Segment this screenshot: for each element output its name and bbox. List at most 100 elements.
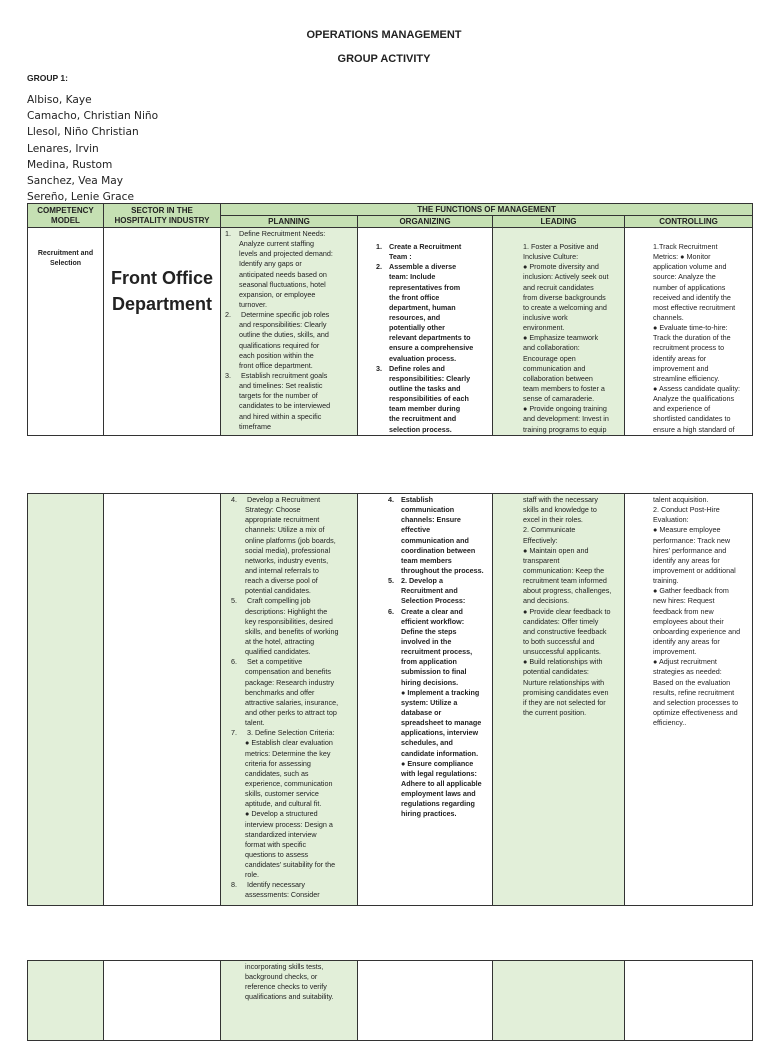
controlling-line: ● Measure employee xyxy=(653,525,721,535)
leading-line: communication and xyxy=(523,363,586,373)
list-text: Determine specific job roles xyxy=(239,310,330,320)
organizing-line: applications, interview xyxy=(401,728,479,738)
organizing-line: ● Ensure compliance xyxy=(401,758,474,768)
planning-line: candidates, such as xyxy=(245,768,309,778)
leading-line: and collaboration: xyxy=(523,343,580,353)
member-name: Camacho, Christian Niño xyxy=(27,110,159,123)
leading-line: 1. Foster a Positive and xyxy=(523,242,599,251)
header-sector: SECTOR IN THE HOSPITALITY INDUSTRY xyxy=(103,203,221,228)
planning-line: qualifications required for xyxy=(239,340,320,350)
organizing-line: 2. Assemble a diverse xyxy=(376,262,492,272)
organizing-line: communication xyxy=(401,505,455,515)
controlling-line: performance: Track new xyxy=(653,535,731,545)
management-table-page-1: COMPETENCY MODEL SECTOR IN THE HOSPITALI… xyxy=(27,203,754,436)
controlling-line: talent acquisition. xyxy=(653,495,709,504)
planning-line: timeframe xyxy=(239,421,271,431)
leading-line: and decisions. xyxy=(523,596,569,606)
leading-line: promising candidates even xyxy=(523,687,609,697)
list-text: Develop a Recruitment xyxy=(245,495,321,504)
leading-line: sense of camaraderie. xyxy=(523,394,595,404)
controlling-line: identify any areas for xyxy=(653,636,720,646)
planning-line: 7. 3. Define Selection Criteria: xyxy=(231,728,357,738)
planning-line: 4. Develop a Recruitment xyxy=(231,495,357,505)
controlling-line: results, refine recruitment xyxy=(653,687,735,697)
planning-line: assessments: Consider xyxy=(245,890,320,900)
list-text: Craft compelling job xyxy=(245,596,311,606)
list-text: Define roles and xyxy=(389,363,445,373)
organizing-line: communication and xyxy=(401,535,469,545)
list-number: 3. xyxy=(376,363,382,373)
planning-line: networks, industry events, xyxy=(245,555,329,565)
planning-line: 5. Craft compelling job xyxy=(231,596,357,606)
organizing-line: hiring practices. xyxy=(401,809,457,819)
organizing-text: 1. Create a Recruitment Team : 2. Assemble a… xyxy=(358,228,492,435)
organizing-line: 1. Create a Recruitment xyxy=(376,242,492,252)
planning-line: package: Research industry xyxy=(245,677,335,687)
organizing-line: channels: Ensure xyxy=(401,515,461,525)
planning-line: candidates' suitability for the xyxy=(245,860,336,870)
planning-line: each position within the xyxy=(239,350,314,360)
list-number: 5. xyxy=(231,596,237,606)
controlling-line: onboarding experience and xyxy=(653,626,741,636)
organizing-line: spreadsheet to manage xyxy=(401,718,482,728)
controlling-line: application volume and xyxy=(653,262,727,272)
organizing-line: potentially other xyxy=(389,323,445,333)
list-number: 6. xyxy=(231,657,237,667)
competency-cell: Recruitment and Selection xyxy=(27,227,104,436)
planning-line: front office department. xyxy=(239,360,313,370)
planning-line: turnover. xyxy=(239,299,267,309)
organizing-line: responsibilities of each xyxy=(389,394,469,404)
leading-text xyxy=(493,961,624,962)
organizing-cell xyxy=(357,960,493,1041)
list-number: 5. xyxy=(388,576,394,586)
organizing-line: team: Include xyxy=(389,272,436,282)
controlling-line: ensure a high standard of xyxy=(653,424,735,434)
organizing-line: involved in the xyxy=(401,636,452,646)
leading-line: training programs to equip xyxy=(523,424,607,434)
member-name: Medina, Rustom xyxy=(27,158,113,171)
organizing-line: team members xyxy=(401,555,452,565)
planning-line: experience, communication xyxy=(245,778,333,788)
organizing-line: candidate information. xyxy=(401,748,479,758)
organizing-line: 3. Define roles and xyxy=(376,364,492,374)
leading-cell: staff with the necessary skills and knowl… xyxy=(492,493,625,906)
competency-cell xyxy=(27,493,104,906)
planning-text: 1. Define Recruitment Needs: Analyze curre… xyxy=(221,228,357,432)
controlling-cell: talent acquisition. 2. Conduct Post-Hire E… xyxy=(624,493,753,906)
organizing-line: ensure a comprehensive xyxy=(389,343,474,353)
controlling-line: Metrics: ● Monitor xyxy=(653,252,711,262)
controlling-line: Track the duration of the xyxy=(653,333,731,343)
leading-line: ● Promote diversity and xyxy=(523,262,599,272)
planning-line: online platforms (job boards, xyxy=(245,535,336,545)
planning-line: and other perks to attract top xyxy=(245,707,337,717)
planning-cell: incorporating skills tests, background ch… xyxy=(220,960,358,1041)
planning-line: and timelines: Set realistic xyxy=(239,381,323,391)
organizing-line: Selection Process: xyxy=(401,596,466,606)
group-label: GROUP 1: xyxy=(27,73,68,83)
header-organizing: ORGANIZING xyxy=(357,215,493,228)
list-number: 2. xyxy=(225,310,231,320)
planning-line: ● Develop a structured xyxy=(245,809,318,819)
sector-cell xyxy=(103,960,221,1041)
controlling-text: 1.Track Recruitment Metrics: ● Monitor app… xyxy=(625,228,752,435)
leading-line: about progress, challenges, xyxy=(523,586,612,596)
leading-line: transparent xyxy=(523,555,560,565)
planning-line: metrics: Determine the key xyxy=(245,748,331,758)
list-number: 1. xyxy=(376,242,382,251)
leading-cell: 1. Foster a Positive and Inclusive Cultur… xyxy=(492,227,625,436)
planning-line: Identify any gaps or xyxy=(239,259,302,269)
controlling-line: 2. Conduct Post-Hire xyxy=(653,505,720,515)
controlling-cell: 1.Track Recruitment Metrics: ● Monitor app… xyxy=(623,227,754,436)
sector-line: Department xyxy=(111,294,213,314)
controlling-line: and experience of xyxy=(653,404,711,414)
organizing-line: team member during xyxy=(389,404,461,414)
planning-cell: 1. Define Recruitment Needs: Analyze curre… xyxy=(220,227,358,436)
planning-line: and internal referrals to xyxy=(245,565,319,575)
organizing-line: recruitment process, xyxy=(401,647,473,657)
planning-line: ● Establish clear evaluation xyxy=(245,738,333,748)
planning-line: Strategy: Choose xyxy=(245,505,301,515)
leading-line: from diverse backgrounds xyxy=(523,292,606,302)
list-number: 2. xyxy=(376,262,382,272)
planning-line: 6. Set a competitive xyxy=(231,657,357,667)
controlling-line: Analyze the qualifications xyxy=(653,394,735,404)
